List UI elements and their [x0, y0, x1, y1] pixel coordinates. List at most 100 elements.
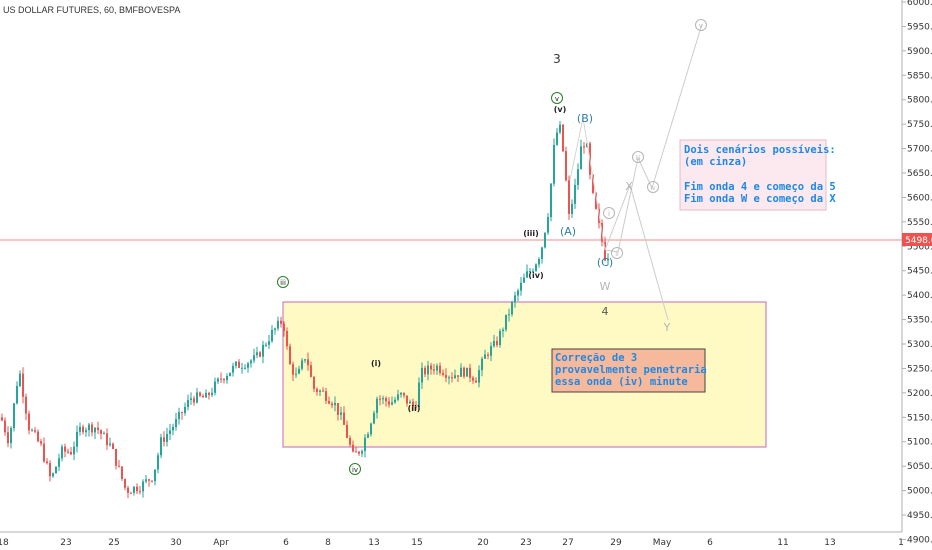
candle-body: [199, 392, 201, 396]
price-axis-label: 5950.0: [907, 22, 932, 32]
candle-body: [565, 151, 567, 181]
price-axis[interactable]: 4900.0 4950.0 5000.0 5050.0 5100.0 5150.0 5200…: [902, 0, 932, 545]
wave-label-v-circle: v: [551, 92, 563, 104]
wave-label-grey-ii-text: ii: [615, 250, 619, 258]
candle-body: [586, 143, 588, 148]
candlestick-series: [1, 120, 609, 499]
candle-body: [553, 144, 555, 184]
correction-note-line1: Correção de 3: [555, 352, 637, 364]
time-axis-label: 23: [60, 538, 71, 548]
candle-body: [28, 413, 30, 431]
time-axis-label: 30: [170, 538, 182, 548]
candle-body: [91, 424, 93, 433]
candle-body: [274, 328, 276, 330]
candle-body: [172, 427, 174, 431]
candle-body: [25, 396, 27, 414]
candle-body: [85, 430, 87, 433]
time-axis-label: 11: [777, 538, 788, 548]
candle-body: [217, 378, 219, 382]
candle-body: [604, 241, 606, 261]
candle-body: [13, 403, 15, 429]
wave-label-i-paren: (i): [371, 359, 381, 368]
time-axis[interactable]: 18 23 25 30 Apr 6 8 13 15 20 23 27 29 May 6 11 13 1: [0, 538, 904, 548]
candle-body: [46, 461, 48, 464]
candle-body: [298, 368, 300, 374]
candle-body: [286, 330, 288, 347]
candle-body: [103, 433, 105, 435]
candle-body: [334, 402, 336, 406]
candle-body: [355, 451, 357, 453]
candle-body: [574, 184, 576, 204]
candle-body: [541, 247, 543, 259]
candle-body: [412, 401, 414, 407]
candle-body: [415, 406, 417, 408]
correction-note[interactable]: Correção de 3 provavelmente penetraria e…: [551, 348, 707, 393]
candle-body: [364, 437, 366, 452]
scenarios-note[interactable]: Dois cenários possíveis: (em cinza) Fim …: [679, 139, 836, 211]
time-axis-label: 13: [824, 538, 835, 548]
candle-body: [55, 466, 57, 474]
candle-body: [244, 367, 246, 369]
price-axis-label: 5500.0: [907, 242, 932, 252]
scenario-path-a-b-c: [569, 117, 606, 251]
candle-body: [280, 320, 282, 324]
chart-title: US DOLLAR FUTURES, 60, BMFBOVESPA: [3, 5, 180, 15]
candle-body: [145, 479, 147, 482]
candle-body: [193, 398, 195, 403]
price-axis-label: 6000.0: [907, 0, 932, 8]
candle-body: [214, 381, 216, 393]
wave-label-grey-v: v: [695, 19, 707, 31]
candle-body: [340, 412, 342, 415]
wave-label-3: 3: [553, 52, 561, 66]
candle-body: [367, 434, 369, 438]
candle-body: [178, 412, 180, 420]
candle-body: [436, 365, 438, 371]
wave-label-iii-circle: iii: [277, 276, 289, 288]
candle-body: [343, 412, 345, 425]
wave-label-b: (B): [577, 112, 593, 125]
candle-body: [403, 392, 405, 396]
price-axis-label: 5300.0: [907, 340, 932, 350]
candle-body: [592, 174, 594, 193]
candle-body: [349, 437, 351, 445]
candle-body: [40, 441, 42, 444]
candle-body: [250, 360, 252, 364]
price-axis-label: 5100.0: [907, 438, 932, 448]
candle-body: [70, 452, 72, 455]
candle-body: [424, 367, 426, 375]
candle-body: [106, 433, 108, 446]
price-axis-label: 5400.0: [907, 291, 932, 301]
chart-plot-area[interactable]: [0, 0, 902, 532]
candle-body: [499, 331, 501, 346]
candle-body: [121, 466, 123, 479]
time-axis-label: 23: [520, 538, 531, 548]
wave-label-iii-paren: (iii): [523, 229, 539, 238]
candle-body: [559, 124, 561, 133]
candle-body: [88, 424, 90, 431]
candle-body: [265, 344, 267, 346]
candle-body: [118, 465, 120, 467]
candle-body: [247, 363, 249, 368]
price-axis-label: 5750.0: [907, 120, 932, 130]
time-axis-label: 27: [562, 538, 573, 548]
candle-body: [388, 401, 390, 405]
wave-label-iv-paren: (iv): [528, 271, 543, 280]
candle-body: [580, 146, 582, 170]
candle-body: [418, 382, 420, 408]
candle-body: [259, 352, 261, 357]
candle-body: [154, 469, 156, 482]
candle-body: [451, 377, 453, 379]
candle-body: [460, 367, 462, 377]
candle-body: [241, 367, 243, 369]
candle-body: [220, 378, 222, 380]
scenarios-note-line1: Dois cenários possíveis:: [684, 144, 836, 156]
price-axis-label: 5200.0: [907, 389, 932, 399]
candle-body: [523, 277, 525, 283]
candle-body: [583, 146, 585, 148]
candle-body: [184, 406, 186, 414]
candle-body: [16, 385, 18, 404]
candle-body: [508, 314, 510, 316]
price-axis-label: 5600.0: [907, 193, 932, 203]
candle-body: [139, 491, 141, 493]
